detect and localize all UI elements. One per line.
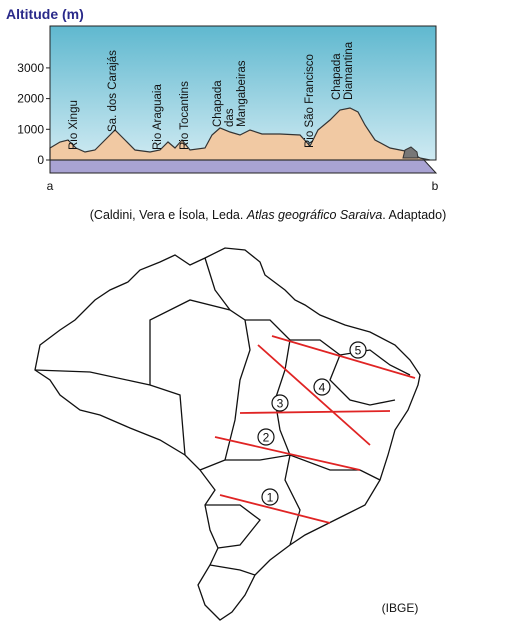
y-tick-label: 1000 xyxy=(17,122,44,136)
section-number: 2 xyxy=(263,431,270,445)
state-border xyxy=(290,339,396,406)
profile-label: Rio Tocantins xyxy=(179,81,191,150)
citation-italic: Atlas geográfico Saraiva xyxy=(246,208,383,222)
profile-lines xyxy=(214,335,416,524)
section-markers: 1 2 3 4 5 xyxy=(257,341,367,506)
profile-label: Rio São Francisco xyxy=(304,54,316,148)
section-line xyxy=(214,436,361,471)
profile-title: Altitude (m) xyxy=(6,6,84,22)
section-line xyxy=(257,344,371,446)
y-tick-label: 0 xyxy=(37,153,44,167)
profile-labels: Rio Xingu Sa. dos Carajás Rio Araguaia Rio … xyxy=(68,41,355,150)
state-border xyxy=(359,469,381,481)
profile-label: Rio Araguaia xyxy=(152,84,164,150)
rock xyxy=(402,146,419,159)
section-circle xyxy=(261,488,279,506)
section-number: 3 xyxy=(277,397,284,411)
map-source: (IBGE) xyxy=(382,601,419,615)
citation-text: (Caldini, Vera e Ísola, Leda. xyxy=(90,207,247,222)
terrain xyxy=(49,107,431,161)
profile-label: Rio Xingu xyxy=(68,100,80,150)
y-ticks: 3000 2000 1000 0 xyxy=(17,61,50,167)
y-tick-label: 3000 xyxy=(17,61,44,75)
section-line xyxy=(219,494,331,524)
sea-level-band xyxy=(49,159,438,174)
section-circle xyxy=(349,341,367,359)
section-number: 5 xyxy=(355,344,362,358)
section-circle xyxy=(313,378,331,396)
profile-label: Chapada xyxy=(212,80,224,127)
section-number: 4 xyxy=(319,381,326,395)
end-a: a xyxy=(47,179,54,193)
profile-label: Sa. dos Carajás xyxy=(107,50,119,132)
citation: (Caldini, Vera e Ísola, Leda. Atlas geog… xyxy=(90,207,447,222)
state-border xyxy=(245,319,301,546)
state-border xyxy=(209,564,256,576)
profile-label: Diamantina xyxy=(343,41,355,100)
y-tick-label: 2000 xyxy=(17,92,44,106)
state-border xyxy=(225,454,360,471)
profile-label: Chapada xyxy=(331,53,343,100)
citation-text: . Adaptado) xyxy=(382,208,446,222)
state-border xyxy=(204,257,231,311)
country-outline xyxy=(34,247,421,621)
profile-label: das xyxy=(224,108,236,127)
section-line xyxy=(271,335,416,379)
section-circle xyxy=(271,394,289,412)
section-line xyxy=(239,410,391,414)
section-circle xyxy=(257,428,275,446)
profile-label: Mangabeiras xyxy=(236,60,248,127)
brazil-map xyxy=(34,247,421,621)
end-b: b xyxy=(432,179,439,193)
state-border xyxy=(205,504,261,549)
section-number: 1 xyxy=(267,491,274,505)
